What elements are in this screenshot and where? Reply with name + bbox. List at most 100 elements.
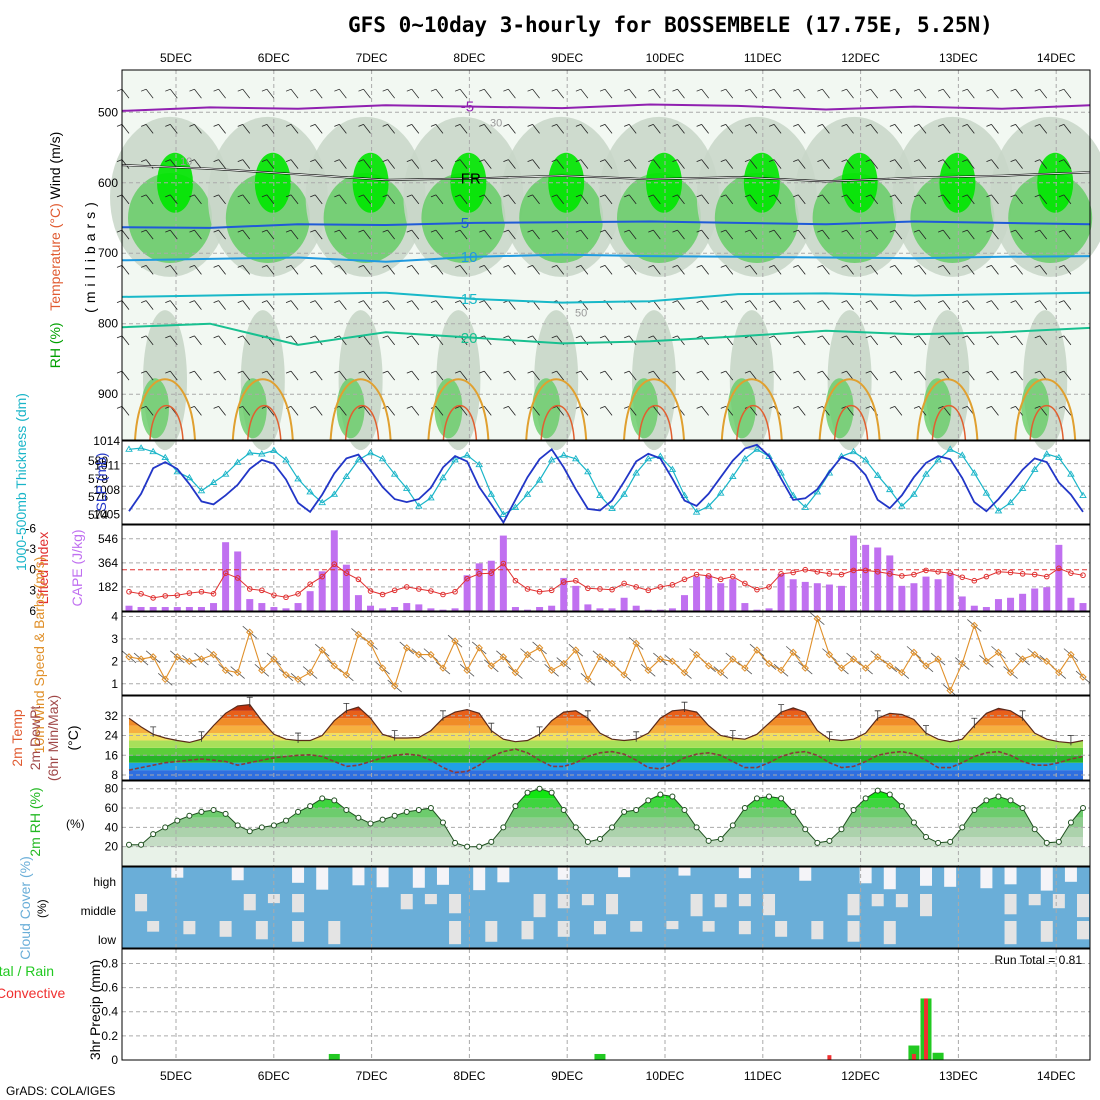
slp-tick-label: 1008 bbox=[93, 483, 120, 497]
lifted-marker bbox=[210, 591, 217, 597]
wind-barb bbox=[913, 159, 927, 169]
thickness-marker bbox=[511, 503, 520, 510]
wind-barb bbox=[406, 194, 420, 205]
cloud-gap bbox=[497, 867, 510, 883]
wind-barb bbox=[1034, 265, 1048, 275]
thickness-marker bbox=[777, 469, 785, 476]
wind10m-marker bbox=[825, 650, 834, 659]
cape-bar bbox=[644, 609, 652, 611]
wind-barb bbox=[116, 194, 130, 205]
rh2m-marker bbox=[270, 822, 277, 829]
wind-barb bbox=[696, 229, 709, 240]
wind-barb bbox=[696, 194, 709, 205]
wind-barb bbox=[116, 265, 130, 275]
rh2m-marker bbox=[415, 806, 422, 813]
wind-barb bbox=[213, 229, 226, 240]
temp-minmax-bar bbox=[150, 726, 157, 737]
wind10m-marker bbox=[753, 646, 761, 654]
cloud-gap bbox=[895, 894, 908, 908]
lifted-marker bbox=[597, 586, 603, 592]
cape-bar bbox=[982, 607, 990, 611]
lifted-marker bbox=[512, 577, 519, 584]
rh2m-marker bbox=[138, 841, 145, 848]
lifted-marker bbox=[500, 560, 507, 567]
wind-barb bbox=[213, 88, 226, 99]
precip-conv-bar bbox=[924, 998, 929, 1060]
wind-barb bbox=[165, 229, 178, 240]
wind10m-marker bbox=[547, 666, 556, 675]
wind-barb bbox=[841, 159, 854, 169]
temp-minmax-bar bbox=[971, 717, 978, 729]
rh2m-marker bbox=[367, 820, 374, 827]
wind-barb bbox=[793, 124, 806, 134]
wind-barb bbox=[938, 124, 951, 134]
pressure-tick-label: 600 bbox=[98, 176, 118, 190]
wind-barb bbox=[1034, 194, 1048, 205]
temp-band bbox=[129, 718, 1083, 726]
rh2m-marker bbox=[1067, 819, 1074, 826]
wind-barb bbox=[310, 194, 323, 205]
rh-band bbox=[129, 827, 1083, 838]
rh2m-marker bbox=[693, 824, 700, 831]
wind-barb bbox=[599, 405, 613, 416]
wind-barb bbox=[793, 88, 806, 99]
wind-barb bbox=[310, 88, 323, 99]
rh2m-marker bbox=[995, 793, 1002, 800]
cloud-gap bbox=[738, 921, 751, 935]
wind10m-marker bbox=[910, 648, 918, 657]
wind10m-marker bbox=[246, 628, 254, 636]
rh2m-marker bbox=[488, 838, 495, 845]
wind-barb bbox=[116, 335, 130, 346]
cape-bar bbox=[185, 607, 193, 611]
rh2m-marker bbox=[862, 795, 869, 802]
lifted-tick-label: -6 bbox=[25, 521, 36, 535]
rh2m-marker bbox=[814, 839, 821, 846]
cape-tick-label: 364 bbox=[98, 556, 118, 570]
wind-barb bbox=[793, 194, 806, 205]
thickness-marker bbox=[729, 472, 737, 480]
wind-barb bbox=[310, 405, 323, 416]
cape-bar bbox=[946, 572, 954, 611]
cape-bar bbox=[173, 607, 181, 611]
wind-barb bbox=[261, 405, 275, 416]
wind-barb bbox=[165, 194, 178, 205]
lifted-marker bbox=[959, 574, 966, 581]
rh2m-tick-label: 20 bbox=[105, 840, 119, 854]
warm-contour bbox=[1014, 378, 1077, 441]
cloud-gap bbox=[1040, 867, 1053, 891]
wind-barb bbox=[938, 88, 951, 99]
wind10m-marker bbox=[1067, 650, 1075, 659]
wind-barb bbox=[672, 194, 685, 205]
wind-barb bbox=[793, 300, 806, 310]
thickness-marker bbox=[475, 460, 483, 468]
wind-barb bbox=[358, 405, 371, 416]
bottom-day-labels: 5DEC 6DEC 7DEC 8DEC 9DEC 10DEC 11DEC 12DEC 13DEC… bbox=[160, 1069, 1076, 1083]
rh2m-marker bbox=[935, 839, 942, 846]
wind-barb bbox=[768, 335, 782, 346]
thickness-marker bbox=[427, 494, 435, 501]
rh2m-marker bbox=[850, 806, 857, 813]
cloud-gap bbox=[376, 867, 389, 888]
wind-barb bbox=[382, 124, 395, 134]
ylabel-cloud-cover: Cloud Cover (%) bbox=[17, 856, 33, 959]
thickness-marker bbox=[161, 453, 170, 461]
rh2m-marker bbox=[874, 787, 881, 794]
warm-contour-inner bbox=[833, 405, 869, 441]
temp-minmax-bar bbox=[729, 730, 736, 741]
cape-bar bbox=[524, 609, 532, 611]
wind-barb bbox=[285, 88, 299, 99]
cape-bar bbox=[125, 605, 133, 611]
precip-panel: 0.8 0.6 0.4 0.2 0 bbox=[101, 948, 1091, 1067]
ylabel-millibars: (millibars) bbox=[82, 197, 98, 313]
wind-barb bbox=[889, 405, 903, 416]
wind-barb bbox=[986, 370, 999, 381]
wind-barb bbox=[406, 265, 420, 275]
rh2m-tick-label: 80 bbox=[105, 782, 119, 796]
lifted-marker bbox=[524, 586, 531, 592]
cape-bar bbox=[270, 607, 278, 611]
cape-bar bbox=[813, 583, 821, 611]
wind-barb bbox=[310, 300, 323, 310]
rh2m-marker bbox=[548, 789, 555, 796]
wind-barb bbox=[503, 194, 516, 205]
